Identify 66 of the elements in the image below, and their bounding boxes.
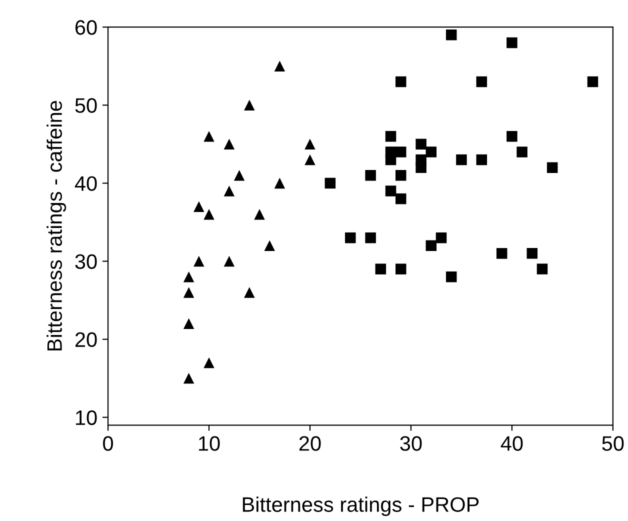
point [395,264,406,274]
point [476,154,488,166]
x-tick-label: 50 [602,436,624,451]
point [274,178,286,189]
point [385,186,396,196]
point [416,162,426,173]
point [254,209,265,220]
point [324,178,336,189]
point [536,264,548,274]
point [224,138,235,150]
point [344,232,356,244]
x-tick-label: 10 [199,436,220,451]
point [365,232,376,244]
point [194,256,204,267]
point [496,248,508,259]
y-axis-title: Bitterness ratings - caffeine [46,101,66,350]
point [234,170,245,181]
point [375,264,386,274]
y-tick-label: 50 [75,98,97,113]
point [416,138,426,150]
point [264,240,275,252]
point [224,256,235,267]
point [587,76,598,88]
point [476,76,488,88]
point [183,372,194,384]
point [395,76,406,88]
x-tick-label: 20 [299,436,321,451]
point [516,146,528,158]
point [304,138,316,150]
point [426,146,437,158]
x-tick-label: 30 [400,436,422,451]
point [183,287,194,298]
point [395,170,406,181]
y-tick-label: 30 [75,254,97,269]
point [194,201,204,212]
point [204,357,214,368]
point [395,146,406,158]
x-axis-title: Bitterness ratings - PROP [242,496,479,516]
x-tick-label: 40 [500,436,523,451]
point [446,30,457,40]
y-tick-label: 60 [75,20,97,35]
point [304,154,316,166]
point [385,154,396,166]
y-tick-label: 40 [74,176,97,191]
point [183,271,194,282]
x-tick-label: 0 [103,436,113,451]
point [395,193,406,204]
point [183,318,194,330]
point [436,232,447,244]
point [274,60,286,72]
point [365,170,376,181]
point [456,154,467,166]
point [506,37,518,48]
point [506,130,518,142]
point [385,130,396,142]
point [224,186,235,196]
point [244,287,255,298]
point [546,162,558,173]
y-tick-label: 20 [75,332,97,348]
point [204,130,214,142]
point [526,248,538,259]
point [426,240,437,252]
point [446,271,457,282]
point [204,209,214,220]
point [244,100,255,111]
y-tick-label: 10 [76,410,97,426]
